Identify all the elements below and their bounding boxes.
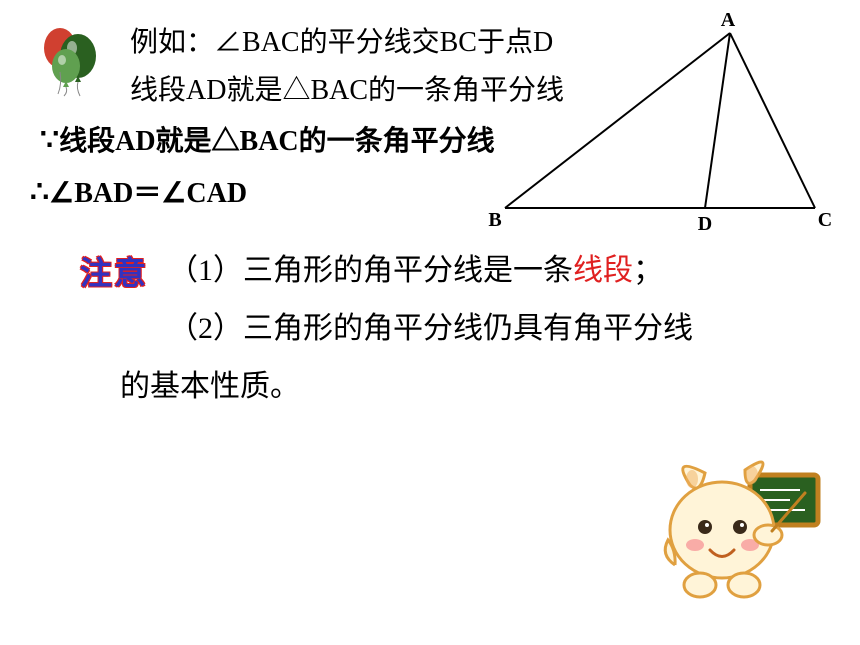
attention-label: 注意 bbox=[80, 248, 148, 294]
therefore-symbol: ∴ bbox=[30, 176, 49, 209]
vertex-d-label: D bbox=[698, 213, 712, 233]
because-symbol: ∵ bbox=[40, 124, 59, 157]
example-prefix: 例如： bbox=[130, 27, 214, 58]
therefore-line: ∴∠BAD＝∠CAD bbox=[30, 170, 247, 215]
vertex-b-label: B bbox=[488, 209, 501, 231]
therefore-text: ∠BAD＝∠CAD bbox=[49, 178, 247, 209]
cartoon-character-icon bbox=[650, 445, 830, 625]
vertex-c-label: C bbox=[818, 209, 832, 231]
because-text: 线段AD就是△BAC的一条角平分线 bbox=[59, 126, 495, 157]
note-point-1: （1）三角形的角平分线是一条线段； bbox=[168, 248, 663, 293]
balloon-bullet-icon bbox=[30, 18, 110, 98]
because-line: ∵线段AD就是△BAC的一条角平分线 bbox=[40, 118, 495, 163]
note1-highlight: 线段 bbox=[573, 254, 633, 287]
note1-prefix: （1）三角形的角平分线是一条 bbox=[168, 254, 573, 287]
note1-suffix: ； bbox=[633, 254, 663, 287]
triangle-diagram: A B C D bbox=[480, 8, 840, 233]
note-point-2: （2）三角形的角平分线仍具有角平分线 bbox=[168, 306, 693, 351]
vertex-a-label: A bbox=[721, 9, 736, 31]
note-point-2-cont: 的基本性质。 bbox=[120, 364, 300, 409]
